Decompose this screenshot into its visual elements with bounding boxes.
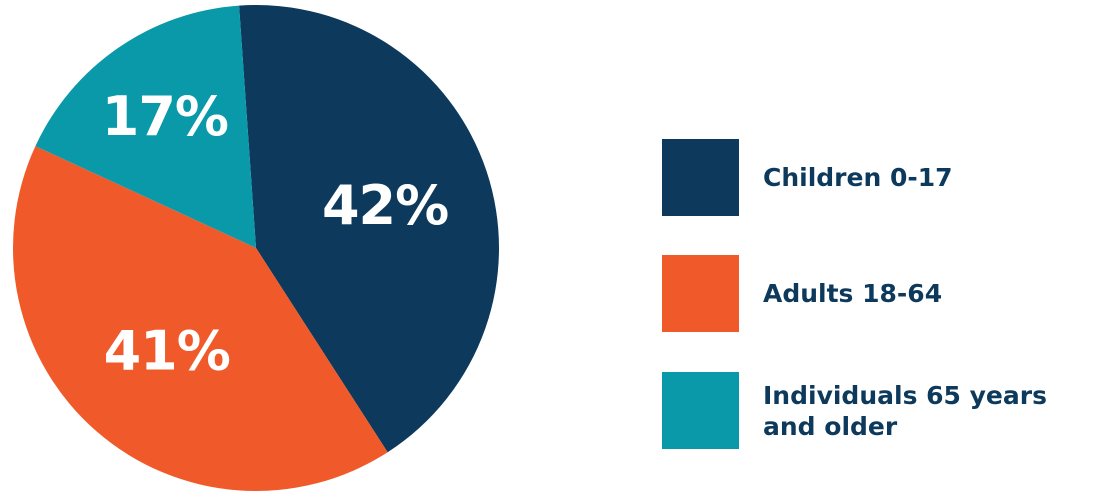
legend-item-children: Children 0-17 (662, 139, 1083, 216)
legend-label-children: Children 0-17 (763, 163, 953, 192)
legend-item-adults: Adults 18-64 (662, 255, 1083, 332)
legend-label-seniors: Individuals 65 years and older (763, 380, 1047, 441)
pie-slices (12, 5, 499, 491)
legend-swatch-seniors (662, 372, 739, 449)
pie-slice-adults (12, 146, 388, 491)
pie-slice-children (239, 5, 499, 453)
pie-slice-seniors (35, 5, 257, 249)
chart-legend: Children 0-17 Adults 18-64 Individuals 6… (662, 0, 1092, 491)
pie-slice-labels: 42% 41% 17% (102, 85, 449, 383)
legend-swatch-children (662, 139, 739, 216)
slice-label-seniors: 17% (102, 85, 228, 148)
slice-label-children: 42% (322, 174, 448, 237)
legend-item-seniors: Individuals 65 years and older (662, 372, 1083, 449)
slice-label-adults: 41% (104, 320, 230, 383)
pie-chart: 42% 41% 17% (12, 5, 499, 491)
legend-label-adults: Adults 18-64 (763, 279, 943, 308)
legend-swatch-adults (662, 255, 739, 332)
